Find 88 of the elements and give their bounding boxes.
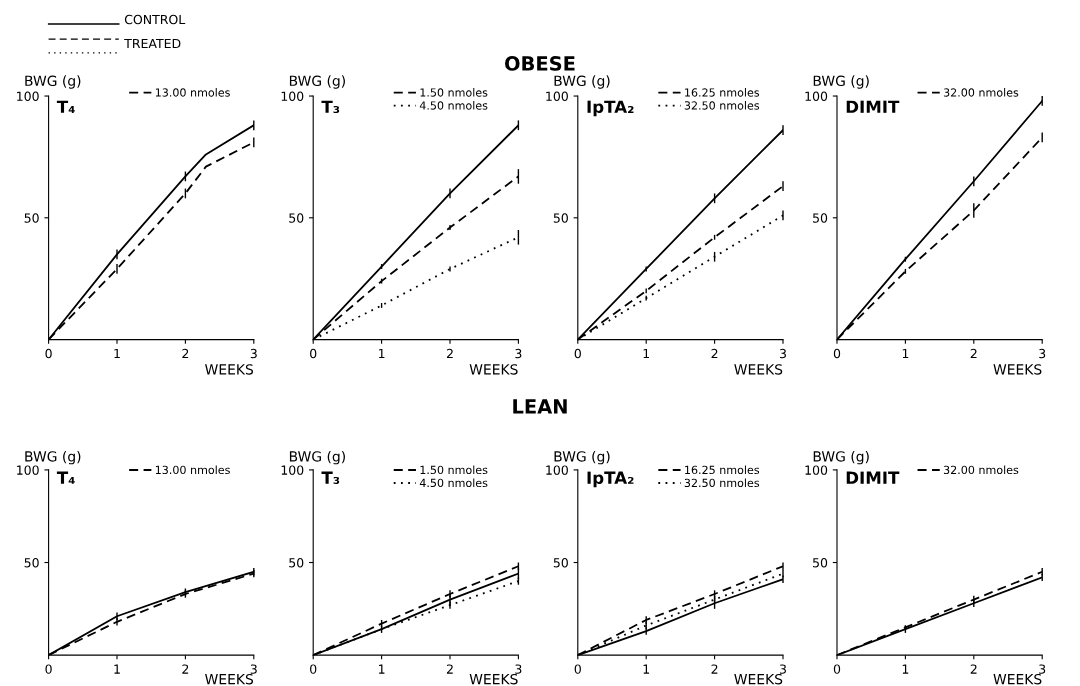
x-tick-label: 1 [643,664,650,674]
text: TREATED [124,38,181,49]
x-tick-label: 2 [970,348,977,359]
legend-label: 16.25 nmoles [685,465,760,475]
y-tick-label: 50 [813,213,828,223]
y-tick-label: 100 [281,91,304,101]
x-axis-title: WEEKS [993,673,1042,685]
x-tick-label: 3 [515,664,522,674]
y-tick-label: 100 [805,91,828,101]
x-tick-label: 2 [970,664,977,674]
y-tick-label: 50 [289,213,304,223]
text: OBESE [505,56,575,71]
x-tick-label: 2 [182,664,189,674]
text: LEAN [513,399,567,414]
x-axis-title: WEEKS [469,673,518,685]
x-tick-label: 0 [45,348,52,359]
y-tick-label: 100 [281,465,304,475]
x-tick-label: 1 [114,664,120,674]
y-axis-title: BWG (g) [813,75,869,89]
y-axis-title: BWG (g) [289,75,345,89]
x-tick-label: 3 [250,348,257,359]
chart-title: T₄ [56,100,75,113]
legend-label: 32.50 nmoles [684,101,760,110]
chart-title: DIMIT [846,471,900,484]
legend-label: 4.50 nmoles [419,101,488,110]
y-tick-label: 100 [17,465,39,475]
x-tick-label: 0 [45,664,52,674]
y-tick-label: 50 [553,557,568,568]
x-tick-label: 3 [1039,348,1046,359]
x-tick-label: 2 [182,348,189,359]
x-tick-label: 3 [1039,664,1046,674]
legend-label: 32.50 nmoles [684,478,760,488]
chart-title: T₃ [321,100,340,113]
chart-title: DIMIT [846,100,900,113]
y-axis-title: BWG (g) [813,450,869,465]
text: CONTROL [124,14,186,25]
legend-label: 13.00 nmoles [155,88,230,97]
x-tick-label: 1 [643,348,650,359]
y-tick-label: 100 [17,91,39,101]
y-tick-label: 50 [24,557,39,568]
y-tick-label: 50 [289,557,304,568]
x-tick-label: 2 [711,664,718,674]
x-axis-title: WEEKS [734,673,783,685]
y-tick-label: 50 [813,557,828,568]
chart-title: T₃ [321,471,340,484]
x-tick-label: 3 [779,664,786,674]
y-axis-title: BWG (g) [25,450,81,465]
x-tick-label: 2 [446,664,453,674]
chart-title: IpTA₂ [587,471,634,488]
x-tick-label: 1 [902,664,909,674]
y-axis-title: BWG (g) [554,75,610,89]
x-tick-label: 1 [379,664,385,674]
x-axis-title: WEEKS [205,673,254,685]
x-axis-title: WEEKS [734,364,783,375]
x-tick-label: 1 [902,348,909,359]
x-tick-label: 3 [515,348,522,359]
legend-label: 32.00 nmoles [943,88,1019,97]
x-axis-title: WEEKS [205,364,254,375]
legend-label: 1.50 nmoles [420,88,488,97]
y-tick-label: 100 [805,465,828,475]
legend-label: 16.25 nmoles [685,88,760,97]
y-tick-label: 100 [546,91,568,101]
x-axis-title: WEEKS [469,364,518,375]
x-tick-label: 3 [779,348,786,359]
x-tick-label: 3 [250,664,257,674]
y-tick-label: 50 [553,213,568,223]
y-tick-label: 100 [546,465,568,475]
x-tick-label: 0 [310,664,317,674]
x-tick-label: 0 [310,348,317,359]
x-tick-label: 0 [574,664,581,674]
legend-label: 4.50 nmoles [419,478,488,488]
legend-label: 1.50 nmoles [420,465,488,475]
x-tick-label: 2 [711,348,718,359]
x-tick-label: 0 [833,348,841,359]
y-axis-title: BWG (g) [554,450,610,465]
y-axis-title: BWG (g) [25,75,81,89]
x-tick-label: 0 [574,348,581,359]
y-axis-title: BWG (g) [289,450,345,465]
x-axis-title: WEEKS [993,364,1042,375]
legend-label: 32.00 nmoles [943,465,1019,475]
y-tick-label: 50 [24,213,39,223]
chart-title: IpTA₂ [587,100,634,117]
x-tick-label: 2 [446,348,453,359]
legend-label: 13.00 nmoles [155,465,230,475]
x-tick-label: 0 [833,664,841,674]
x-tick-label: 1 [114,348,120,359]
chart-title: T₄ [56,471,75,484]
x-tick-label: 1 [379,348,385,359]
